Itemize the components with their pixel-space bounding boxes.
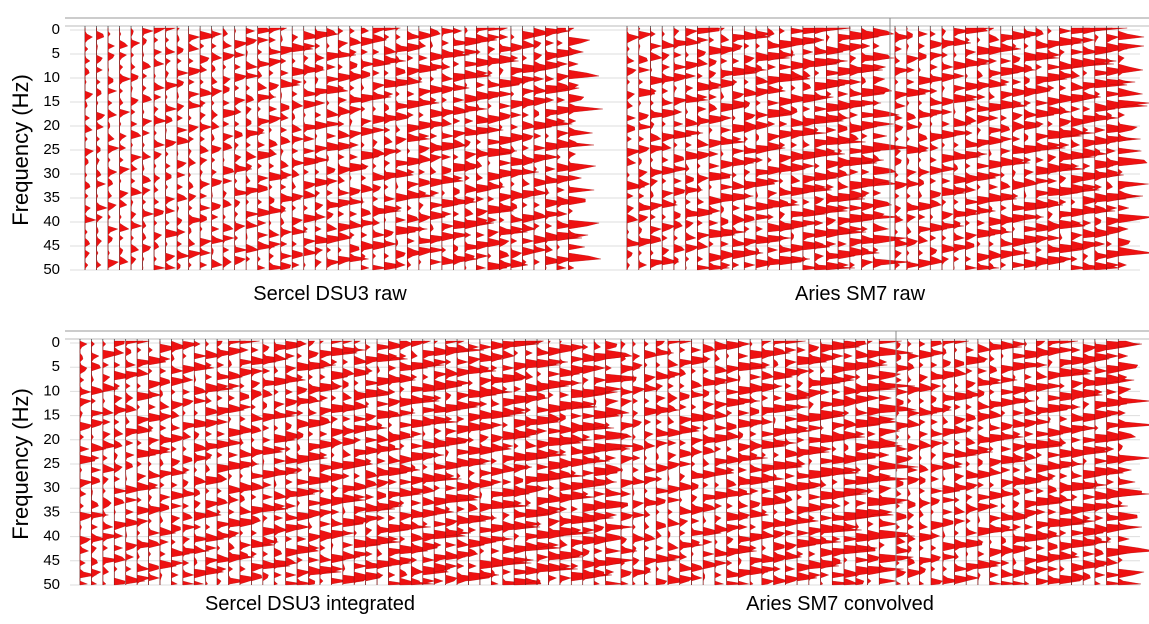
trace-fill xyxy=(662,28,682,270)
trace-fill xyxy=(1118,341,1149,585)
trace-fill xyxy=(568,28,602,270)
trace-fill xyxy=(223,28,240,270)
y-tick-label: 25 xyxy=(43,455,60,472)
trace-fill xyxy=(143,28,154,270)
trace-panel xyxy=(621,339,918,585)
y-tick-label: 45 xyxy=(43,237,60,254)
y-tick-label: 40 xyxy=(43,528,60,545)
panel-caption: Sercel DSU3 integrated xyxy=(205,593,415,615)
trace-panel xyxy=(627,26,912,270)
trace-panel xyxy=(896,339,1149,585)
panel-caption: Aries SM7 raw xyxy=(795,283,926,305)
trace-panel xyxy=(85,26,603,270)
trace-fill xyxy=(292,28,313,270)
y-tick-label: 30 xyxy=(43,479,60,496)
y-tick-label: 5 xyxy=(52,45,60,62)
y-tick-label: 15 xyxy=(43,407,60,424)
y-tick-label: 0 xyxy=(52,334,60,351)
y-tick-label: 50 xyxy=(43,261,60,278)
y-tick-label: 30 xyxy=(43,165,60,182)
trace-fill xyxy=(120,28,131,270)
panel-caption: Aries SM7 convolved xyxy=(746,593,934,615)
y-tick-label: 35 xyxy=(43,503,60,520)
y-tick-label: 20 xyxy=(43,431,60,448)
figure: 05101520253035404550Frequency (Hz)Sercel… xyxy=(0,0,1149,624)
y-tick-label: 10 xyxy=(43,382,60,399)
trace-panel xyxy=(80,339,637,585)
trace-fill xyxy=(1060,341,1097,585)
trace-fill xyxy=(154,28,167,270)
trace-fill xyxy=(177,28,190,270)
trace-fill xyxy=(108,28,119,270)
y-tick-label: 15 xyxy=(43,93,60,110)
y-axis-label: Frequency (Hz) xyxy=(8,74,33,226)
y-tick-label: 25 xyxy=(43,141,60,158)
y-tick-label: 0 xyxy=(52,21,60,38)
y-axis-label: Frequency (Hz) xyxy=(8,388,33,540)
y-tick-label: 50 xyxy=(43,576,60,593)
y-tick-label: 45 xyxy=(43,552,60,569)
y-tick-label: 35 xyxy=(43,189,60,206)
trace-fill xyxy=(126,341,147,585)
trace-fill xyxy=(131,28,142,270)
trace-fill xyxy=(97,28,108,270)
trace-fill xyxy=(873,28,911,270)
trace-fill xyxy=(85,28,96,270)
trace-fill xyxy=(896,341,915,585)
y-tick-label: 5 xyxy=(52,358,60,375)
panel-caption: Sercel DSU3 raw xyxy=(253,283,407,305)
trace-fill xyxy=(650,28,672,270)
trace-fill xyxy=(1118,28,1149,270)
y-tick-label: 10 xyxy=(43,69,60,86)
trace-fill xyxy=(943,341,965,585)
y-tick-label: 20 xyxy=(43,117,60,134)
trace-panel xyxy=(895,26,1149,270)
y-tick-label: 40 xyxy=(43,213,60,230)
